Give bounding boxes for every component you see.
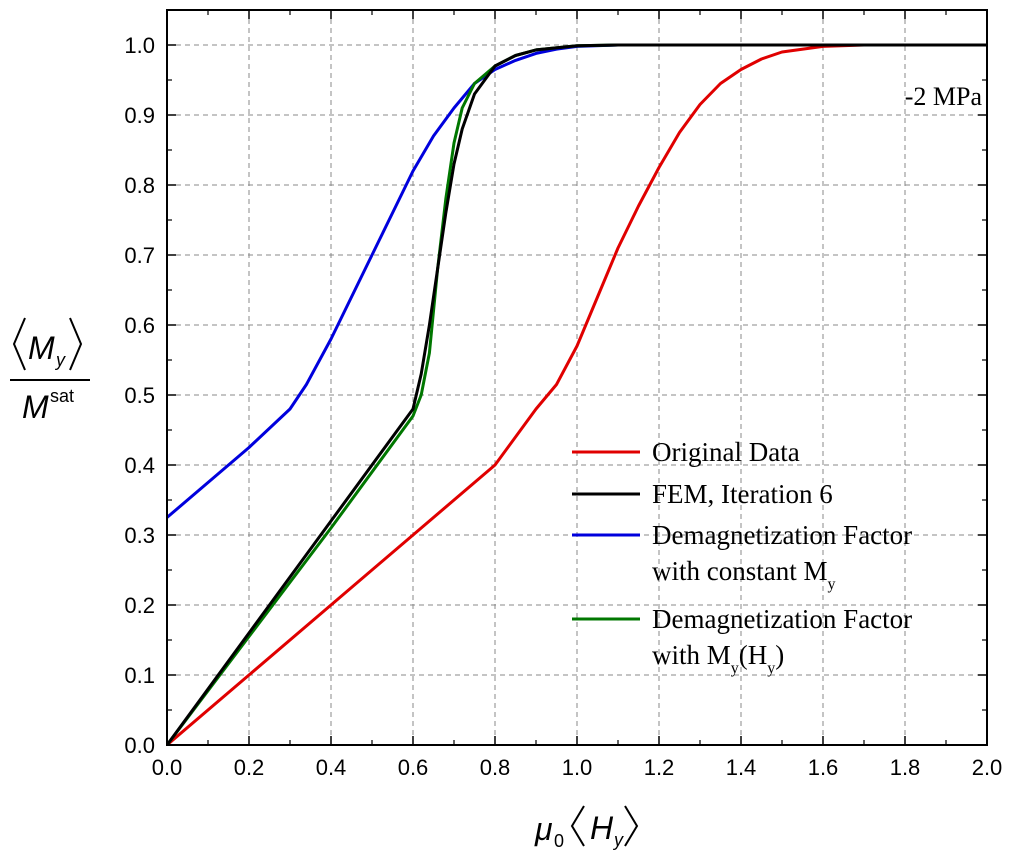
tick-marks (166, 10, 988, 746)
y-tick-label: 0.5 (124, 383, 155, 408)
x-tick-label: 0.8 (480, 755, 511, 780)
series-group (167, 43, 987, 745)
legend-text: ) (775, 640, 784, 670)
grid-lines (167, 10, 987, 745)
x-label-right-bracket (624, 805, 639, 847)
x-tick-label: 0.4 (316, 755, 347, 780)
svg-text:M: M (22, 389, 49, 425)
x-tick-label: 0.2 (234, 755, 265, 780)
series-fem-iteration-6 (167, 43, 987, 745)
legend-label-demag-field-line2: with My(Hy) (652, 640, 784, 677)
x-label-left-bracket (570, 805, 585, 847)
y-tick-label: 1.0 (124, 33, 155, 58)
legend-label-fem: FEM, Iteration 6 (652, 479, 833, 509)
y-tick-label: 0.3 (124, 523, 155, 548)
series-original-data (167, 43, 987, 745)
y-tick-label: 0.2 (124, 593, 155, 618)
y-tick-labels: 0.0 0.1 0.2 0.3 0.4 0.5 0.6 0.7 0.8 0.9 1.0 (124, 33, 155, 758)
legend-subscript: y (731, 660, 739, 677)
legend-label-original: Original Data (652, 437, 800, 467)
y-axis-label: M y M sat (10, 317, 90, 425)
y-label-right-bracket (69, 317, 83, 371)
legend: Original Data FEM, Iteration 6 Demagneti… (572, 437, 912, 677)
svg-text:y: y (612, 830, 624, 850)
legend-text: with M (652, 640, 731, 670)
y-tick-label: 0.6 (124, 313, 155, 338)
x-tick-label: 1.8 (890, 755, 921, 780)
x-tick-label: 1.0 (562, 755, 593, 780)
legend-subscript: y (767, 660, 775, 677)
svg-text:M: M (28, 330, 55, 366)
x-tick-label: 1.2 (644, 755, 675, 780)
y-label-left-bracket (12, 317, 26, 371)
legend-label-demag-constant-line1: Demagnetization Factor (652, 520, 912, 550)
x-tick-label: 1.4 (726, 755, 757, 780)
x-axis-label: μ 0 H y (534, 805, 639, 851)
y-tick-label: 0.9 (124, 103, 155, 128)
y-tick-label: 0.7 (124, 243, 155, 268)
svg-text:H: H (590, 810, 614, 846)
x-tick-label: 1.6 (808, 755, 839, 780)
series-demag-constant (167, 43, 987, 519)
svg-text:sat: sat (50, 386, 74, 406)
svg-text:y: y (54, 350, 66, 370)
legend-subscript: y (828, 576, 836, 593)
stress-annotation: -2 MPa (905, 82, 983, 111)
y-tick-label: 0.1 (124, 663, 155, 688)
y-tick-label: 0.8 (124, 173, 155, 198)
x-tick-label: 2.0 (972, 755, 1003, 780)
y-tick-label: 0.4 (124, 453, 155, 478)
legend-text: (H (739, 640, 768, 670)
x-tick-label: 0.6 (398, 755, 429, 780)
x-tick-label: 0.0 (152, 755, 183, 780)
y-tick-label: 0.0 (124, 733, 155, 758)
svg-text:μ: μ (534, 811, 553, 847)
x-tick-labels: 0.0 0.2 0.4 0.6 0.8 1.0 1.2 1.4 1.6 1.8 2.0 (152, 755, 1003, 780)
legend-text: with constant M (652, 556, 828, 586)
svg-text:0: 0 (554, 831, 564, 851)
legend-label-demag-field-line1: Demagnetization Factor (652, 604, 912, 634)
legend-label-demag-constant-line2: with constant My (652, 556, 836, 593)
